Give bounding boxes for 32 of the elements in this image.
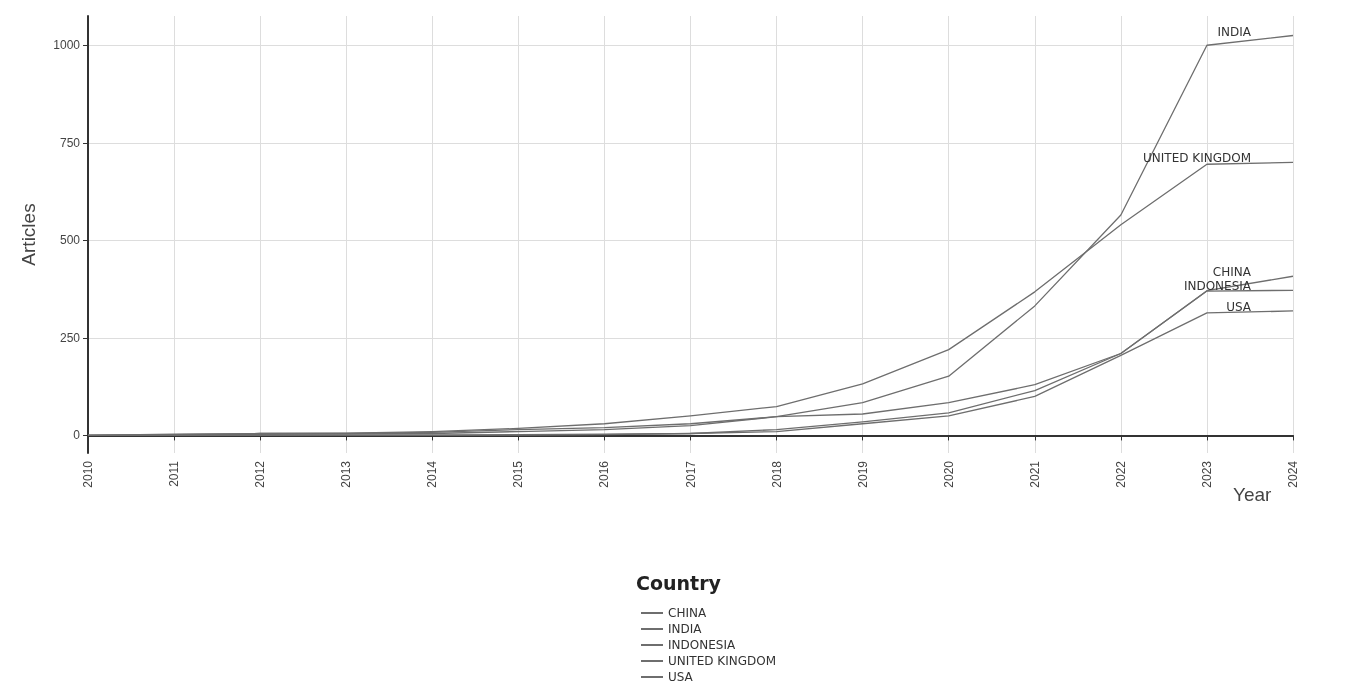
x-axis-title: Year	[1233, 484, 1273, 506]
x-tick-label: 2014	[425, 460, 440, 488]
y-tick-label: 750	[59, 135, 81, 150]
y-tick-label: 1000	[53, 38, 81, 53]
legend-label: INDONESIA	[668, 638, 736, 652]
x-tick-label: 2024	[1286, 460, 1300, 488]
y-axis-title: Articles	[18, 203, 39, 266]
y-tick-label: 0	[73, 428, 81, 443]
text: CHINA	[1212, 265, 1251, 280]
x-tick-label: 2020	[941, 460, 956, 488]
legend-label: INDIA	[668, 622, 703, 636]
x-tick-label: 2021	[1027, 460, 1042, 488]
x-tick-label: 2013	[339, 460, 354, 488]
x-tick-label: 2018	[769, 460, 784, 488]
text: INDIA	[1217, 24, 1251, 39]
x-tick-label: 2010	[81, 460, 95, 488]
legend-label: CHINA	[668, 606, 707, 620]
x-tick-label: 2015	[511, 460, 526, 488]
x-tick-label: 2019	[855, 460, 870, 488]
x-tick-label: 2022	[1113, 460, 1128, 488]
x-tick-label: 2011	[167, 460, 182, 487]
x-tick-label: 2012	[253, 460, 268, 488]
text: UNITED KINGDOM	[1143, 151, 1251, 166]
y-tick-label: 500	[59, 233, 81, 248]
legend-title: Country	[636, 571, 722, 594]
legend-label: UNITED KINGDOM	[668, 654, 776, 668]
x-tick-label: 2023	[1199, 460, 1214, 488]
y-tick-label: 250	[59, 330, 81, 345]
legend-label: USA	[668, 670, 694, 684]
x-tick-label: 2017	[683, 460, 698, 488]
x-tick-label: 2016	[597, 460, 612, 488]
text: USA	[1226, 299, 1251, 314]
